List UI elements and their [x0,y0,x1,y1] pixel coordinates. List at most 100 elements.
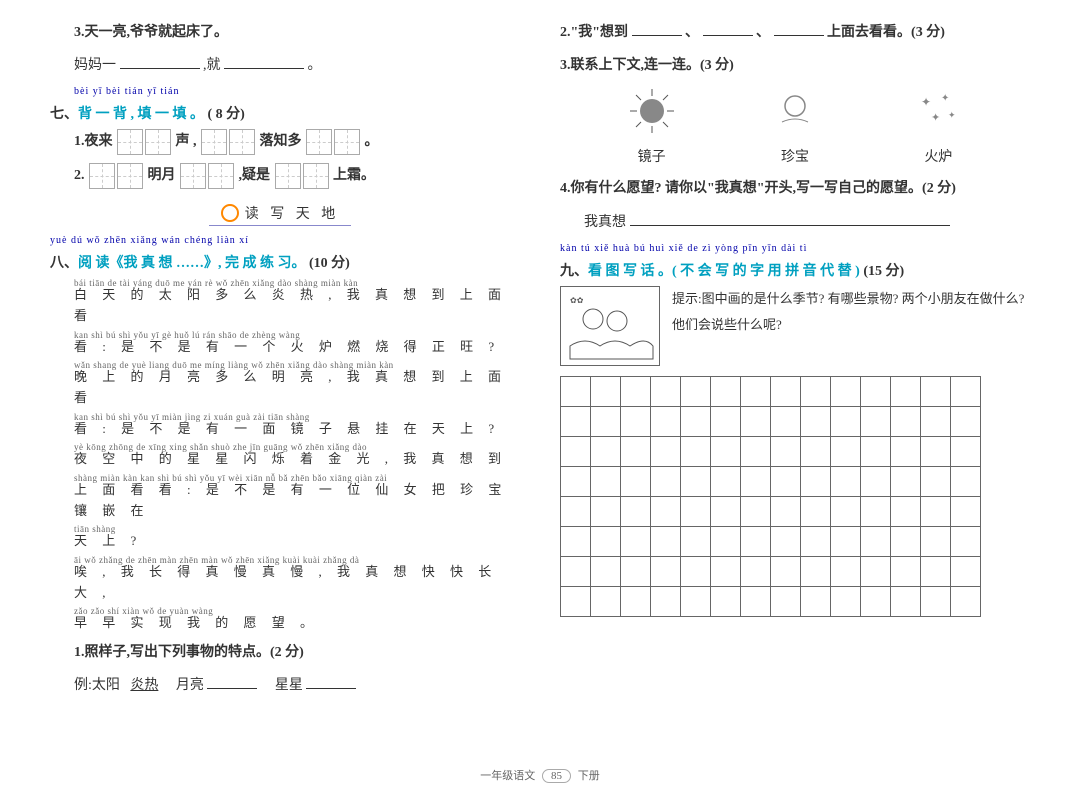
q2-sep1: 、 [685,25,699,40]
s7-q2-pre: 2. [74,169,85,184]
s7-q1-mid: 声 , [176,135,197,150]
page-number: 85 [542,769,571,783]
left-column: 3.天一亮,爷爷就起床了。 妈妈一 ,就 。 bèi yī bèi tián y… [0,0,540,789]
match-label-treasure[interactable]: 珍宝 [723,146,866,166]
section-9-title: 九、看 图 写 话 。( 不 会 写 的 字 用 拼 音 代 替 ) (15 分… [560,260,1030,280]
poem-line: 上 面 看 看 : 是 不 是 有 一 位 仙 女 把 珍 宝 镶 嵌 在 [74,480,510,522]
char-box[interactable] [208,163,234,189]
q3-example: 3.天一亮,爷爷就起床了。 [74,20,510,45]
s7-q2-c: 上霜。 [333,169,375,184]
poem-line: 夜 空 中 的 星 星 闪 烁 着 金 光 , 我 真 想 到 [74,449,510,470]
match-images: ✦✦✦✦ [580,86,1010,136]
svg-text:✿✿: ✿✿ [570,296,584,305]
blank[interactable] [224,55,304,69]
char-box[interactable] [334,129,360,155]
s7-q2-a: 明月 [148,169,176,184]
q2-sep2: 、 [756,25,770,40]
svg-text:✦: ✦ [921,95,931,109]
s7-prefix: 七、 [50,107,78,122]
q4-pre: 我真想 [584,215,626,230]
poem-line: 看 : 是 不 是 有 一 个 火 炉 燃 烧 得 正 旺 ? [74,337,510,358]
s8-pinyin: yuè dú wǒ zhēn xiǎng wán chéng liàn xí [50,235,510,246]
s7-q1-pre: 1.夜来 [74,135,113,150]
section-7-title: 七、背 一 背 , 填 一 填 。 ( 8 分) [50,103,510,123]
s8-q2: 2."我"想到 、 、 上面去看看。(3 分) [560,20,1030,45]
s9-points: (15 分) [863,264,904,279]
s7-pinyin: bèi yī bèi tián yī tián [74,86,510,97]
poem-line: 晚 上 的 月 亮 多 么 明 亮 , 我 真 想 到 上 面 看 [74,367,510,409]
s9-prefix: 九、 [560,264,588,279]
poem-line: 天 上 ? [74,531,510,552]
banner-text: 读 写 天 地 [245,203,340,223]
char-box[interactable] [180,163,206,189]
q2-end: 上面去看看。(3 分) [827,25,945,40]
s8-prefix: 八、 [50,256,78,271]
page-footer: 一年级语文 85 下册 [0,767,1080,783]
match-label-mirror[interactable]: 镜子 [580,146,723,166]
char-box[interactable] [303,163,329,189]
blank[interactable] [774,22,824,36]
char-box[interactable] [229,129,255,155]
s8-q3: 3.联系上下文,连一连。(3 分) [560,53,1030,78]
stars-icon[interactable]: ✦✦✦✦ [908,86,968,136]
section-8-title: 八、阅 读《我 真 想 ……》, 完 成 练 习。 (10 分) [50,252,510,272]
s9-pinyin: kàn tú xiě huà bú huì xiě de zì yòng pīn… [560,243,1030,254]
svg-text:✦: ✦ [931,112,940,124]
picture-box: ✿✿ [560,286,660,366]
q3-end: 。 [308,58,322,73]
s8-points: (10 分) [309,256,350,271]
char-box[interactable] [117,129,143,155]
blank[interactable] [207,675,257,689]
poem-passage: bái tiān de tài yáng duō me yán rè wǒ zh… [50,278,510,634]
s8-q1-example: 例:太阳 炎热 月亮 星星 [74,673,510,698]
blank[interactable] [306,675,356,689]
char-box[interactable] [306,129,332,155]
s9-title: 看 图 写 话 。( 不 会 写 的 字 用 拼 音 代 替 ) [588,264,860,279]
blank[interactable] [632,22,682,36]
s7-points: ( 8 分) [208,107,245,122]
s7-q1-end: 。 [365,135,379,150]
blank[interactable] [120,55,200,69]
ex-pre: 例:太阳 [74,678,120,693]
q3-mid: ,就 [203,58,221,73]
s7-title: 背 一 背 , 填 一 填 。 [78,107,204,122]
s8-q4-answer: 我真想 [584,210,1030,235]
section-banner: 读 写 天 地 [50,201,510,227]
poem-line: 早 早 实 现 我 的 愿 望 。 [74,613,510,634]
q3-pre: 妈妈一 [74,58,116,73]
sun-icon[interactable] [622,86,682,136]
match-labels: 镜子 珍宝 火炉 [580,146,1010,166]
star-label: 星星 [275,678,303,693]
q2-pre: 2."我"想到 [560,25,628,40]
q3-fill: 妈妈一 ,就 。 [74,53,510,78]
s7-q2: 2. 明月 ,疑是 上霜。 [74,163,510,189]
char-box[interactable] [201,129,227,155]
match-label-stove[interactable]: 火炉 [867,146,1010,166]
footer-left: 一年级语文 [480,770,535,782]
poem-line: 看 : 是 不 是 有 一 面 镜 子 悬 挂 在 天 上 ? [74,419,510,440]
moon-label: 月亮 [176,678,204,693]
char-box[interactable] [275,163,301,189]
s7-q2-b: ,疑是 [239,169,271,184]
s8-title: 阅 读《我 真 想 ……》, 完 成 练 习。 [78,256,306,271]
ex-answer: 炎热 [130,678,158,693]
s9-body: ✿✿ 提示:图中画的是什么季节? 有哪些景物? 两个小朋友在做什么? 他们会说些… [560,286,1030,366]
s8-q4: 4.你有什么愿望? 请你以"我真想"开头,写一写自己的愿望。(2 分) [560,176,1030,201]
char-box[interactable] [89,163,115,189]
blank[interactable] [630,212,950,226]
s8-q1: 1.照样子,写出下列事物的特点。(2 分) [74,640,510,665]
blank[interactable] [703,22,753,36]
right-column: 2."我"想到 、 、 上面去看看。(3 分) 3.联系上下文,连一连。(3 分… [540,0,1080,789]
writing-grid[interactable] [560,376,981,617]
footer-right: 下册 [578,770,600,782]
svg-text:✦: ✦ [948,110,956,120]
s7-q1: 1.夜来 声 , 落知多 。 [74,129,510,155]
svg-text:✦: ✦ [941,93,949,104]
char-box[interactable] [117,163,143,189]
char-box[interactable] [145,129,171,155]
banner-icon [221,204,239,222]
s7-q1-after: 落知多 [260,135,302,150]
poem-line: 白 天 的 太 阳 多 么 炎 热 , 我 真 想 到 上 面 看 [74,285,510,327]
poem-line: 唉 , 我 长 得 真 慢 真 慢 , 我 真 想 快 快 长 大 , [74,562,510,604]
moon-icon[interactable] [765,86,825,136]
